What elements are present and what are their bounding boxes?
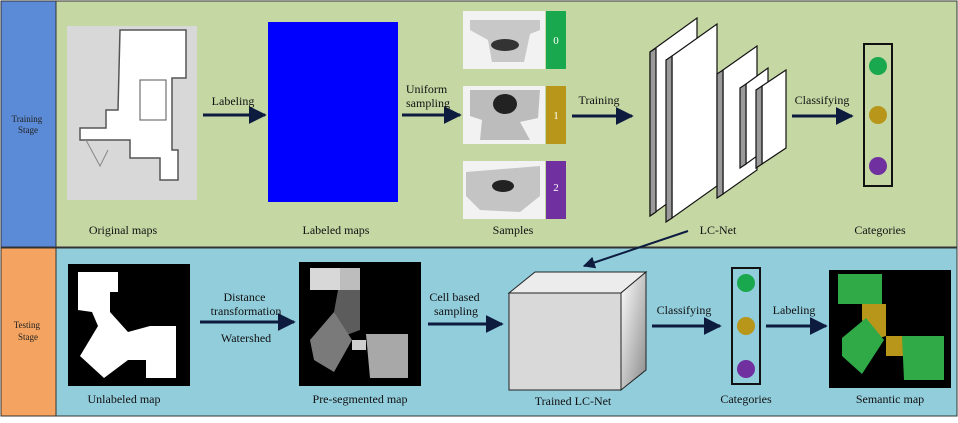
training-stage-band: [0, 0, 57, 248]
lcnet-layers: [649, 16, 787, 224]
labeled-maps-caption: Labeled maps: [303, 223, 370, 237]
labeled-map-image: [268, 22, 398, 202]
uniform-sampling-label: Uniform sampling: [406, 82, 450, 110]
category-dot-green-testing: [737, 274, 755, 292]
distance-transformation-label: Distance transformation: [211, 290, 282, 318]
presegmented-map-caption: Pre-segmented map: [313, 392, 408, 406]
training-stage-label: Training Stage: [12, 114, 45, 135]
unlabeled-map-image: [68, 264, 190, 386]
testing-panel: [55, 247, 958, 417]
sample-0-tag: 0: [553, 35, 559, 47]
testing-stage-label: Testing Stage: [14, 320, 43, 342]
lcnet-caption: LC-Net: [700, 223, 737, 237]
sample-2: 2: [463, 161, 566, 219]
sample-1-tag: 1: [553, 110, 559, 122]
sample-2-tag: 2: [553, 182, 559, 194]
sample-1: 1: [463, 86, 566, 144]
labeling-arrow-label: Labeling: [212, 94, 255, 108]
semantic-map-image: [829, 270, 951, 388]
trained-lcnet-cube: [507, 270, 648, 392]
categories-caption-testing: Categories: [720, 392, 772, 406]
presegmented-map-image: [299, 262, 421, 386]
sample-0: 0: [463, 11, 566, 69]
lcnet-transfer-arrow: [582, 230, 689, 269]
classifying-label-testing: Classifying: [657, 303, 712, 317]
category-dot-purple: [869, 157, 887, 175]
training-arrow-label: Training: [579, 93, 620, 107]
labeling-label-testing: Labeling: [773, 303, 816, 317]
original-maps-caption: Original maps: [89, 223, 158, 237]
cell-based-sampling-label: Cell based sampling: [429, 290, 482, 318]
original-map-image: [67, 26, 197, 200]
category-dot-gold: [869, 106, 887, 124]
samples-caption: Samples: [493, 223, 534, 237]
categories-box-training: [863, 43, 893, 187]
semantic-map-caption: Semantic map: [856, 392, 924, 406]
category-dot-green: [869, 57, 887, 75]
watershed-label: Watershed: [221, 331, 271, 345]
testing-stage-band: [0, 247, 57, 417]
unlabeled-map-caption: Unlabeled map: [88, 392, 161, 406]
classifying-label-training: Classifying: [795, 93, 850, 107]
categories-caption-training: Categories: [854, 223, 906, 237]
categories-box-testing: [731, 267, 761, 385]
category-dot-gold-testing: [737, 317, 755, 335]
category-dot-purple-testing: [737, 360, 755, 378]
trained-lcnet-caption: Trained LC-Net: [535, 394, 612, 408]
